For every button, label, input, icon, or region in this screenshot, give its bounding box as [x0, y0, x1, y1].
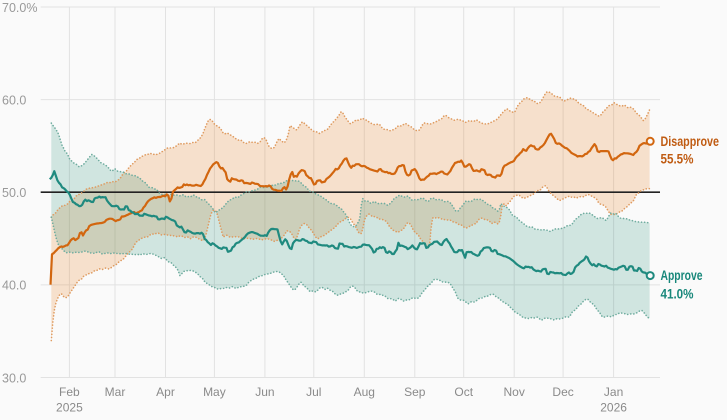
- svg-text:40.0: 40.0: [2, 279, 26, 293]
- svg-text:30.0: 30.0: [2, 371, 26, 385]
- svg-text:55.5%: 55.5%: [661, 151, 694, 166]
- svg-text:41.0%: 41.0%: [661, 286, 694, 301]
- svg-text:2025: 2025: [56, 401, 83, 415]
- svg-text:Apr: Apr: [156, 385, 175, 399]
- svg-text:2026: 2026: [600, 401, 627, 415]
- svg-text:Oct: Oct: [454, 385, 473, 399]
- svg-text:Nov: Nov: [504, 385, 525, 399]
- svg-text:Disapprove: Disapprove: [661, 134, 720, 149]
- svg-text:Aug: Aug: [354, 385, 375, 399]
- svg-text:60.0: 60.0: [2, 93, 26, 107]
- svg-text:May: May: [203, 385, 226, 399]
- svg-text:Feb: Feb: [59, 385, 80, 399]
- svg-text:70.0%: 70.0%: [2, 1, 37, 15]
- svg-text:Jan: Jan: [604, 385, 623, 399]
- svg-text:Jun: Jun: [255, 385, 274, 399]
- svg-text:Jul: Jul: [306, 385, 321, 399]
- svg-text:Approve: Approve: [661, 268, 703, 283]
- svg-text:Mar: Mar: [105, 385, 126, 399]
- svg-text:Sep: Sep: [404, 385, 426, 399]
- svg-text:50.0: 50.0: [2, 186, 26, 200]
- svg-text:Dec: Dec: [552, 385, 573, 399]
